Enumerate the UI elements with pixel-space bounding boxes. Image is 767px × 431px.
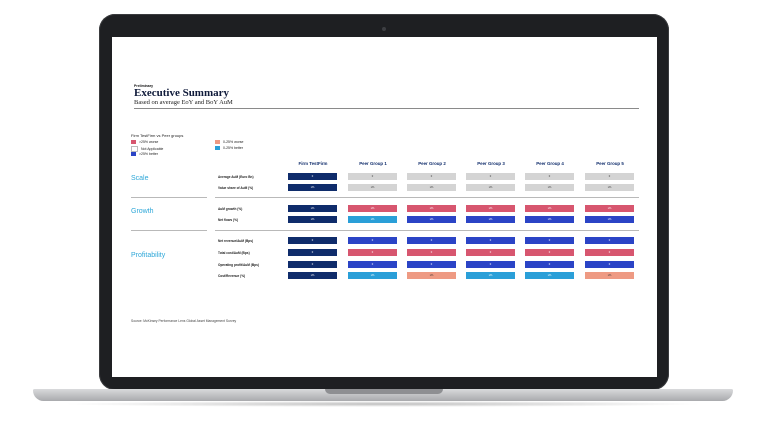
table-cell: x% xyxy=(525,216,574,223)
eyebrow-label: Preliminary xyxy=(134,84,154,88)
table-cell: 0 xyxy=(407,237,456,244)
table-cell: x% xyxy=(525,205,574,212)
table-cell: x% xyxy=(407,184,456,191)
table-cell: x% xyxy=(407,272,456,279)
metric-label: Cost/Revenue (%) xyxy=(218,274,246,278)
screen: Preliminary Executive Summary Based on a… xyxy=(112,37,657,377)
legend-swatch xyxy=(131,152,136,156)
table-cell: x% xyxy=(348,272,397,279)
section-label-growth: Growth xyxy=(131,208,154,215)
table-cell: x% xyxy=(288,216,337,223)
metric-label: Net revenue/AuM (Bps) xyxy=(218,239,254,243)
table-cell: 0 xyxy=(288,249,337,256)
legend-item: >25% worse xyxy=(131,140,158,144)
title-divider xyxy=(134,108,639,109)
table-cell: x% xyxy=(348,205,397,212)
table-cell: x% xyxy=(407,216,456,223)
table-cell: 0 xyxy=(525,237,574,244)
table-cell: x% xyxy=(466,272,515,279)
metric-label: Value share of AuM (%) xyxy=(218,186,254,190)
table-cell: x% xyxy=(466,216,515,223)
table-cell: 0 xyxy=(466,249,515,256)
table-divider xyxy=(215,197,639,198)
legend-swatch xyxy=(131,140,136,144)
table-cell: x% xyxy=(407,205,456,212)
table-cell: 0 xyxy=(407,173,456,180)
column-header: Peer Group 5 xyxy=(596,161,624,166)
table-cell: 0 xyxy=(525,173,574,180)
table-cell: x% xyxy=(525,184,574,191)
table-cell: 0 xyxy=(585,249,634,256)
legend-swatch xyxy=(215,140,220,144)
table-cell: x% xyxy=(585,272,634,279)
table-cell: 0 xyxy=(348,173,397,180)
camera-icon xyxy=(382,27,386,31)
table-cell: 0 xyxy=(585,237,634,244)
table-cell: x% xyxy=(466,205,515,212)
table-cell: 0 xyxy=(525,261,574,268)
table-cell: 0 xyxy=(407,261,456,268)
column-header: Peer Group 1 xyxy=(359,161,387,166)
section-divider xyxy=(131,197,207,198)
table-cell: x% xyxy=(288,184,337,191)
table-cell: x% xyxy=(348,216,397,223)
section-label-scale: Scale xyxy=(131,175,149,182)
legend-swatch xyxy=(215,146,220,150)
page-subtitle: Based on average EoY and BoY AuM xyxy=(134,99,233,106)
laptop-base xyxy=(33,389,733,401)
legend-title: Firm TestFirm vs Peer groups xyxy=(131,133,184,138)
column-header: Peer Group 4 xyxy=(536,161,564,166)
table-cell: x% xyxy=(585,216,634,223)
column-header: Peer Group 3 xyxy=(477,161,505,166)
table-cell: x% xyxy=(585,205,634,212)
table-cell: 0 xyxy=(466,261,515,268)
column-header: Firm TestFirm xyxy=(298,161,328,166)
column-header: Peer Group 2 xyxy=(418,161,446,166)
table-divider xyxy=(215,230,639,231)
legend-label: 0-25% worse xyxy=(223,140,244,144)
table-cell: x% xyxy=(466,184,515,191)
legend-item: 0-25% better xyxy=(215,146,243,150)
laptop-shadow xyxy=(60,401,706,407)
metric-label: Average AuM (Euro Bn) xyxy=(218,175,254,179)
legend-label: Not Applicable xyxy=(141,147,164,151)
table-cell: 0 xyxy=(585,261,634,268)
metric-label: AuM growth (%) xyxy=(218,207,243,211)
legend-label: 0-25% better xyxy=(223,146,244,150)
legend-item: 0-25% worse xyxy=(215,140,243,144)
table-cell: 0 xyxy=(407,249,456,256)
section-label-profitability: Profitability xyxy=(131,252,166,259)
legend-item: Not Applicable xyxy=(131,146,163,152)
table-cell: x% xyxy=(348,184,397,191)
legend-swatch xyxy=(131,146,138,152)
table-cell: 0 xyxy=(466,173,515,180)
table-cell: 0 xyxy=(348,249,397,256)
page-title: Executive Summary xyxy=(134,87,230,99)
legend-label: >25% worse xyxy=(139,140,159,144)
legend-label: >25% better xyxy=(139,152,158,156)
table-cell: 0 xyxy=(288,237,337,244)
table-cell: 0 xyxy=(288,261,337,268)
source-note: Source: McKinsey Performance Lens Global… xyxy=(131,319,237,323)
table-cell: x% xyxy=(585,184,634,191)
table-cell: x% xyxy=(288,205,337,212)
table-cell: 0 xyxy=(525,249,574,256)
table-cell: 0 xyxy=(348,261,397,268)
table-cell: x% xyxy=(525,272,574,279)
table-cell: 0 xyxy=(288,173,337,180)
metric-label: Net flows (%) xyxy=(218,218,239,222)
legend-item: >25% better xyxy=(131,152,158,156)
metric-label: Total cost/AuM (Bps) xyxy=(218,251,250,255)
table-cell: 0 xyxy=(585,173,634,180)
section-divider xyxy=(131,230,207,231)
table-cell: x% xyxy=(288,272,337,279)
table-cell: 0 xyxy=(348,237,397,244)
table-cell: 0 xyxy=(466,237,515,244)
metric-label: Operating profit/AuM (Bps) xyxy=(218,263,259,267)
laptop-notch xyxy=(325,389,443,394)
